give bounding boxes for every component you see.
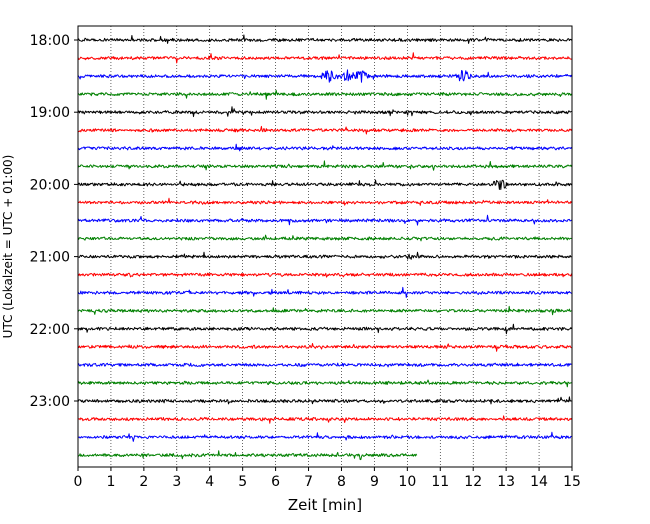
y-tick-label: 19:00 xyxy=(30,105,70,121)
trace-line-2000 xyxy=(78,180,572,190)
x-tick-label: 13 xyxy=(497,474,515,490)
trace-line-2030 xyxy=(78,215,572,225)
x-tick-label: 6 xyxy=(271,474,280,490)
x-tick-label: 15 xyxy=(563,474,581,490)
y-tick-label: 21:00 xyxy=(30,250,70,266)
trace-line-1845 xyxy=(78,90,572,99)
trace-layer xyxy=(78,35,572,460)
y-tick-label: 23:00 xyxy=(30,394,70,410)
x-tick-label: 9 xyxy=(370,474,379,490)
trace-line-2130 xyxy=(78,287,572,297)
y-axis: 18:00 19:00 20:00 21:00 22:00 23:00 xyxy=(30,33,78,410)
trace-line-2145 xyxy=(78,306,572,314)
x-tick-label: 7 xyxy=(304,474,313,490)
trace-line-2315 xyxy=(78,416,572,423)
trace-line-1945 xyxy=(78,161,572,170)
x-tick-label: 5 xyxy=(238,474,247,490)
trace-line-1930 xyxy=(78,144,572,151)
y-tick-label: 20:00 xyxy=(30,177,70,193)
trace-line-2330 xyxy=(78,432,572,441)
trace-line-2045 xyxy=(78,235,572,241)
trace-line-1915 xyxy=(78,126,572,134)
trace-line-2015 xyxy=(78,198,572,205)
trace-line-2115 xyxy=(78,273,572,277)
x-tick-label: 4 xyxy=(205,474,214,490)
x-tick-label: 1 xyxy=(106,474,115,490)
trace-line-2215 xyxy=(78,344,572,352)
x-tick-label: 12 xyxy=(464,474,482,490)
y-tick-label: 22:00 xyxy=(30,322,70,338)
x-axis-label: Zeit [min] xyxy=(288,496,362,514)
x-tick-label: 8 xyxy=(337,474,346,490)
trace-line-2300 xyxy=(78,397,572,404)
y-axis-label: UTC (Lokalzeit = UTC + 01:00) xyxy=(1,155,15,339)
trace-line-2245 xyxy=(78,380,572,387)
x-tick-label: 14 xyxy=(530,474,548,490)
trace-line-1830 xyxy=(78,70,572,82)
trace-line-1815 xyxy=(78,53,572,63)
trace-line-2200 xyxy=(78,324,572,334)
x-tick-label: 10 xyxy=(398,474,416,490)
trace-line-2100 xyxy=(78,252,572,259)
x-tick-label: 3 xyxy=(172,474,181,490)
x-axis: 0 1 2 3 4 5 6 7 8 9 10 11 12 13 14 15 xyxy=(74,467,581,490)
x-tick-label: 11 xyxy=(431,474,449,490)
trace-line-1800 xyxy=(78,35,572,43)
trace-line-1900 xyxy=(78,107,572,117)
x-tick-label: 2 xyxy=(139,474,148,490)
trace-line-2345 xyxy=(78,451,417,460)
x-tick-label: 0 xyxy=(74,474,83,490)
trace-line-2230 xyxy=(78,363,572,367)
y-tick-label: 18:00 xyxy=(30,33,70,49)
